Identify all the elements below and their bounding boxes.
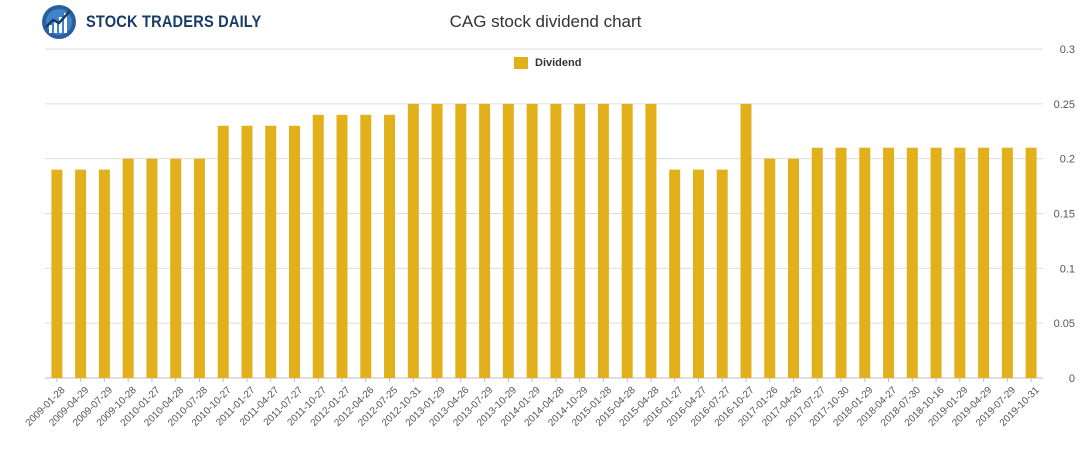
y-tick-label: 0.25: [1054, 99, 1075, 111]
bar[interactable]: [289, 125, 300, 379]
bar[interactable]: [692, 169, 704, 378]
bar[interactable]: [883, 147, 895, 378]
logo: STOCK TRADERS DAILY: [40, 3, 261, 41]
bar[interactable]: [906, 147, 918, 378]
y-tick-label: 0.3: [1060, 44, 1075, 56]
bar[interactable]: [455, 103, 467, 378]
bar[interactable]: [669, 169, 681, 378]
bar[interactable]: [978, 147, 990, 378]
bars: [51, 103, 1037, 379]
legend-label: Dividend: [535, 57, 582, 69]
bar[interactable]: [835, 147, 847, 378]
bar[interactable]: [407, 103, 419, 378]
bar[interactable]: [312, 114, 324, 379]
bar[interactable]: [502, 103, 514, 378]
bar[interactable]: [384, 114, 396, 379]
bar[interactable]: [479, 103, 491, 378]
bar[interactable]: [526, 103, 538, 378]
bar[interactable]: [265, 125, 277, 379]
bar[interactable]: [764, 158, 776, 378]
bar[interactable]: [75, 169, 87, 378]
bar[interactable]: [146, 158, 158, 378]
bar[interactable]: [98, 169, 110, 378]
y-tick-label: 0.15: [1054, 209, 1075, 221]
y-tick-label: 0.2: [1060, 154, 1075, 166]
chart-title: CAG stock dividend chart: [449, 12, 642, 31]
bar[interactable]: [1025, 147, 1037, 378]
bar[interactable]: [193, 158, 205, 378]
y-tick-label: 0.05: [1054, 318, 1075, 330]
bar[interactable]: [170, 158, 182, 378]
bar[interactable]: [621, 103, 633, 378]
bar[interactable]: [51, 169, 63, 378]
gridlines: [45, 48, 1043, 379]
bar[interactable]: [954, 147, 966, 378]
bar[interactable]: [431, 103, 443, 378]
bar[interactable]: [336, 114, 348, 379]
logo-text: STOCK TRADERS DAILY: [86, 12, 262, 31]
bar[interactable]: [930, 147, 942, 378]
bar[interactable]: [1001, 147, 1013, 378]
bar[interactable]: [811, 147, 823, 378]
bar[interactable]: [788, 158, 799, 378]
x-axis-tick-labels: 2009-01-282009-04-292009-07-292009-10-28…: [24, 378, 1042, 429]
y-tick-label: 0: [1069, 373, 1075, 385]
bar[interactable]: [122, 158, 134, 378]
bar[interactable]: [645, 103, 657, 378]
bar[interactable]: [716, 169, 728, 378]
bar[interactable]: [740, 103, 752, 378]
bar[interactable]: [360, 114, 372, 379]
legend-swatch: [514, 57, 528, 69]
y-axis-tick-labels: 0 0.05 0.1 0.15 0.2 0.25 0.3: [1054, 44, 1075, 385]
bar[interactable]: [574, 103, 586, 378]
bar[interactable]: [217, 125, 229, 379]
bar[interactable]: [859, 147, 871, 378]
bar[interactable]: [550, 103, 562, 378]
bull-chart-logo-icon: [42, 5, 76, 39]
y-tick-label: 0.1: [1060, 263, 1075, 275]
bar[interactable]: [597, 103, 609, 378]
bar[interactable]: [241, 125, 253, 379]
legend: Dividend: [514, 57, 581, 69]
